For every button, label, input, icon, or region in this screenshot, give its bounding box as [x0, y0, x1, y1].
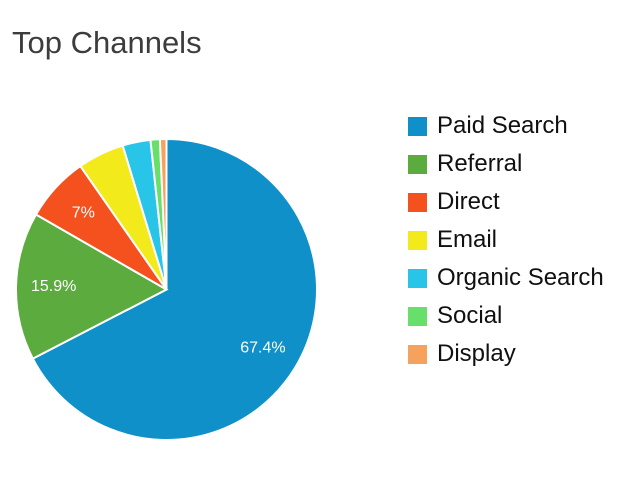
- svg-text:15.9%: 15.9%: [31, 278, 76, 295]
- svg-text:67.4%: 67.4%: [240, 339, 285, 356]
- svg-text:7%: 7%: [72, 205, 95, 222]
